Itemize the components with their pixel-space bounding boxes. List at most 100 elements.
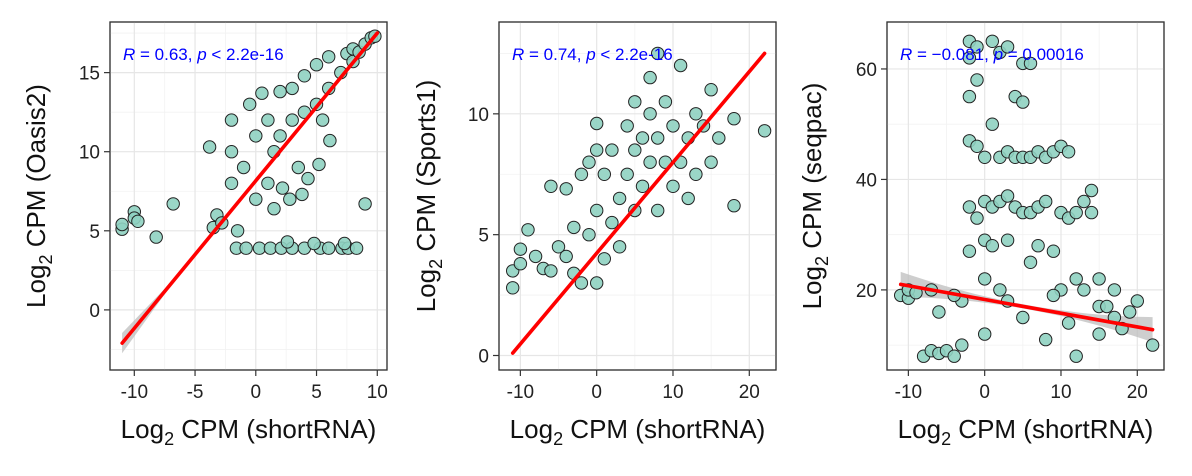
data-point [1039, 332, 1053, 347]
panel-border [109, 21, 388, 371]
data-point [295, 187, 309, 202]
data-point [309, 57, 324, 72]
data-point [506, 281, 520, 295]
y-tick-label: 0 [478, 347, 489, 368]
data-point [322, 50, 336, 64]
data-point [597, 252, 611, 266]
data-point [273, 129, 287, 143]
data-point [224, 113, 239, 127]
panel-border [886, 21, 1165, 371]
data-point [307, 236, 321, 251]
data-point [1016, 95, 1030, 109]
data-point [285, 81, 299, 96]
data-point [620, 119, 634, 133]
correlation-annotation: R = 0.63, p < 2.2e-16 [123, 45, 284, 64]
data-point [978, 272, 992, 286]
data-point [651, 46, 665, 61]
data-point [544, 264, 558, 278]
data-point [666, 179, 680, 194]
data-point [955, 338, 969, 352]
y-tick-label: 10 [79, 143, 100, 164]
data-point [149, 230, 163, 244]
data-point [970, 40, 984, 54]
data-point [704, 83, 718, 97]
scatter-points [506, 46, 772, 295]
data-point [544, 179, 558, 194]
data-point [932, 305, 946, 319]
data-point [1023, 56, 1038, 71]
data-point [224, 145, 239, 159]
data-point [985, 34, 999, 48]
data-point [962, 89, 977, 104]
data-point [559, 182, 573, 196]
correlation-annotation: R = −0.081, p = 0.00016 [900, 45, 1084, 64]
data-point [1016, 310, 1030, 325]
data-point [273, 84, 287, 99]
x-tick-label: 10 [367, 382, 388, 403]
data-point [962, 244, 977, 258]
data-point [236, 160, 251, 175]
x-tick-label: -5 [187, 382, 204, 403]
y-axis-title: Log2 CPM (seqpac) [797, 83, 832, 310]
scatter-points [115, 29, 382, 255]
data-point [1145, 338, 1160, 352]
data-point [297, 69, 312, 83]
data-point [1046, 288, 1061, 303]
data-point [521, 223, 535, 237]
y-tick-label: 40 [856, 170, 877, 191]
data-point [985, 239, 999, 253]
data-point [651, 131, 665, 145]
regression-line [898, 282, 1155, 332]
data-point [249, 129, 263, 143]
data-point [985, 117, 999, 131]
data-point [1000, 233, 1015, 247]
regression-line [510, 51, 767, 355]
data-point [635, 179, 650, 194]
data-point [131, 214, 145, 229]
data-point [643, 155, 657, 169]
panel-oasis2: -10 -5 0 5 10 0 5 10 15 Log2 CPM (shortRNA) Log2 C… [21, 21, 388, 449]
data-point [1061, 145, 1076, 159]
x-tick-label: 20 [739, 382, 760, 403]
x-tick-label: -10 [121, 382, 148, 403]
data-point [358, 197, 372, 211]
data-point [643, 70, 657, 85]
x-tick-label: 10 [1050, 382, 1071, 403]
data-point [1069, 272, 1083, 286]
data-point [115, 217, 129, 232]
data-point [757, 124, 772, 138]
data-point [689, 107, 703, 121]
data-point [590, 276, 604, 290]
x-tick-label: -10 [507, 382, 534, 403]
x-tick-label: 10 [662, 382, 683, 403]
data-point [582, 155, 596, 169]
data-point [513, 257, 528, 271]
y-tick-label: 20 [856, 281, 877, 302]
data-point [280, 235, 295, 249]
data-point [202, 140, 217, 154]
data-point [559, 249, 573, 264]
data-point [947, 349, 961, 363]
panel-sports1: -10 0 10 20 0 5 10 Log2 CPM (shortRNA) Log2 CPM … [411, 21, 777, 449]
data-point [551, 240, 566, 254]
data-point [1061, 316, 1076, 330]
data-point [322, 241, 336, 255]
data-point [643, 107, 657, 121]
data-point [666, 119, 680, 133]
data-point [605, 143, 619, 157]
data-point [651, 203, 665, 218]
data-point [597, 167, 611, 182]
data-point [590, 143, 604, 157]
data-point [567, 220, 581, 235]
data-point [962, 51, 977, 65]
x-tick-label: 20 [1127, 382, 1148, 403]
data-point [1100, 299, 1114, 314]
data-point [1092, 327, 1106, 341]
panel-seqpac: -10 0 10 20 20 40 60 Log2 CPM (shortRNA) Log2 CP… [797, 21, 1165, 449]
x-tick-label: 0 [979, 382, 990, 403]
data-point [978, 150, 992, 165]
x-axis-title: Log2 CPM (shortRNA) [121, 414, 377, 449]
panel-border [498, 21, 777, 371]
x-axis-title: Log2 CPM (shortRNA) [510, 414, 766, 449]
